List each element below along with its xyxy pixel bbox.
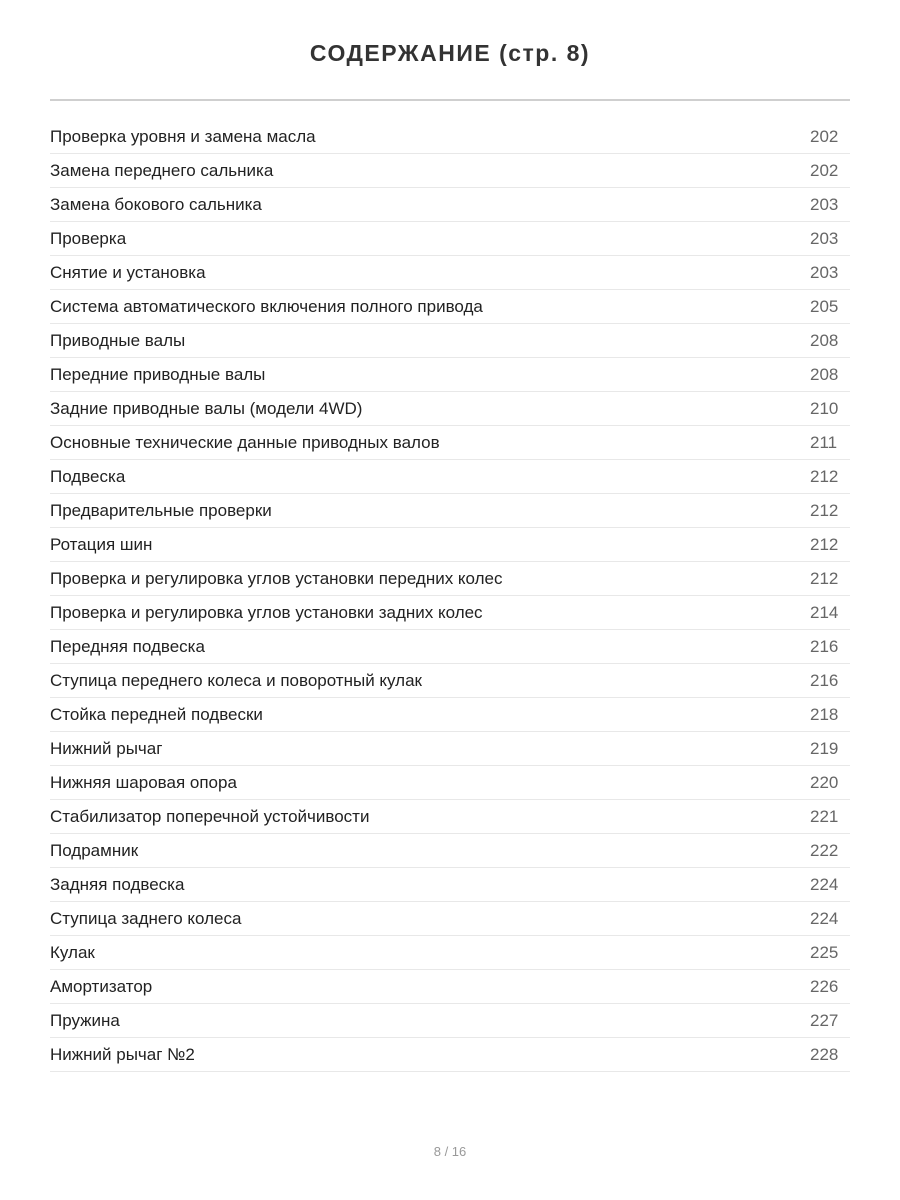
toc-entry-page: 219: [810, 738, 839, 758]
toc-entry-title: Основные технические данные приводных ва…: [50, 432, 440, 452]
toc-entry-page: 205: [810, 296, 839, 316]
toc-entry[interactable]: Пружина 227: [50, 1004, 850, 1038]
toc-entry[interactable]: Стойка передней подвески 218: [50, 698, 850, 732]
toc-entry-title: Система автоматического включения полног…: [50, 296, 483, 316]
toc-entry-page: 208: [810, 364, 839, 384]
toc-entry[interactable]: Подрамник 222: [50, 834, 850, 868]
toc-entry-title: Ротация шин: [50, 534, 153, 554]
toc-entry-title: Проверка уровня и замена масла: [50, 126, 316, 146]
toc-entry-page: 224: [810, 908, 839, 928]
toc-entry-title: Пружина: [50, 1010, 120, 1030]
toc-entry-title: Предварительные проверки: [50, 500, 272, 520]
toc-entry[interactable]: Ступица переднего колеса и поворотный ку…: [50, 664, 850, 698]
toc-entry-title: Стойка передней подвески: [50, 704, 263, 724]
toc-entry-page: 218: [810, 704, 839, 724]
toc-entry[interactable]: Замена бокового сальника 203: [50, 188, 850, 222]
toc-entry-title: Замена бокового сальника: [50, 194, 262, 214]
toc-entry-page: 212: [810, 534, 839, 554]
toc-entry-title: Нижняя шаровая опора: [50, 772, 237, 792]
toc-entry[interactable]: Снятие и установка 203: [50, 256, 850, 290]
toc-entry-page: 228: [810, 1044, 839, 1064]
toc-entry-page: 224: [810, 874, 839, 894]
toc-entry-page: 225: [810, 942, 839, 962]
toc-entry[interactable]: Передние приводные валы 208: [50, 358, 850, 392]
toc-entry-page: 203: [810, 194, 839, 214]
toc-entry-title: Снятие и установка: [50, 262, 206, 282]
toc-entry-title: Приводные валы: [50, 330, 186, 350]
toc-entry-title: Подрамник: [50, 840, 139, 860]
toc-entry[interactable]: Система автоматического включения полног…: [50, 290, 850, 324]
toc-entry-title: Амортизатор: [50, 976, 153, 996]
toc-entry[interactable]: Стабилизатор поперечной устойчивости 221: [50, 800, 850, 834]
toc-entry-page: 212: [810, 500, 839, 520]
toc-entry[interactable]: Задняя подвеска 224: [50, 868, 850, 902]
toc-entry-page: 208: [810, 330, 839, 350]
toc-entry-page: 203: [810, 228, 839, 248]
toc-entry-title: Нижний рычаг: [50, 738, 163, 758]
toc-entry-page: 211: [810, 432, 838, 452]
toc-entry-page: 226: [810, 976, 839, 996]
toc-entry-page: 227: [810, 1010, 839, 1030]
toc-entry-title: Проверка и регулировка углов установки п…: [50, 568, 503, 588]
table-of-contents: Проверка уровня и замена масла 202 Замена …: [50, 120, 850, 1072]
page-indicator: 8 / 16: [433, 1144, 467, 1159]
toc-entry-title: Нижний рычаг №2: [50, 1044, 195, 1064]
toc-entry-title: Подвеска: [50, 466, 126, 486]
toc-entry-page: 212: [810, 568, 839, 588]
toc-entry-title: Замена переднего сальника: [50, 160, 274, 180]
toc-entry[interactable]: Ступица заднего колеса 224: [50, 902, 850, 936]
toc-entry[interactable]: Замена переднего сальника 202: [50, 154, 850, 188]
toc-entry-title: Передняя подвеска: [50, 636, 205, 656]
toc-entry-title: Задние приводные валы (модели 4WD): [50, 398, 363, 418]
toc-entry[interactable]: Проверка и регулировка углов установки з…: [50, 596, 850, 630]
toc-entry-page: 220: [810, 772, 839, 792]
toc-entry[interactable]: Проверка 203: [50, 222, 850, 256]
toc-entry[interactable]: Нижний рычаг 219: [50, 732, 850, 766]
toc-entry-title: Стабилизатор поперечной устойчивости: [50, 806, 370, 826]
toc-entry[interactable]: Задние приводные валы (модели 4WD) 210: [50, 392, 850, 426]
toc-entry-page: 222: [810, 840, 839, 860]
toc-entry-page: 210: [810, 398, 839, 418]
toc-entry-page: 202: [810, 160, 839, 180]
toc-entry[interactable]: Проверка и регулировка углов установки п…: [50, 562, 850, 596]
toc-entry-title: Проверка и регулировка углов установки з…: [50, 602, 483, 622]
toc-entry-title: Ступица заднего колеса: [50, 908, 242, 928]
toc-entry-page: 221: [810, 806, 839, 826]
toc-entry[interactable]: Кулак 225: [50, 936, 850, 970]
toc-entry[interactable]: Приводные валы 208: [50, 324, 850, 358]
toc-entry-page: 202: [810, 126, 839, 146]
toc-entry[interactable]: Подвеска 212: [50, 460, 850, 494]
toc-entry-title: Задняя подвеска: [50, 874, 185, 894]
toc-entry[interactable]: Проверка уровня и замена масла 202: [50, 120, 850, 154]
toc-entry-title: Передние приводные валы: [50, 364, 266, 384]
toc-entry[interactable]: Нижний рычаг №2 228: [50, 1038, 850, 1072]
toc-entry[interactable]: Основные технические данные приводных ва…: [50, 426, 850, 460]
toc-entry-page: 216: [810, 636, 839, 656]
toc-entry[interactable]: Предварительные проверки 212: [50, 494, 850, 528]
toc-entry-page: 214: [810, 602, 839, 622]
toc-entry-page: 203: [810, 262, 839, 282]
toc-entry[interactable]: Ротация шин 212: [50, 528, 850, 562]
page-title: СОДЕРЖАНИЕ (стр. 8): [309, 40, 591, 66]
toc-entry[interactable]: Нижняя шаровая опора 220: [50, 766, 850, 800]
toc-entry-title: Кулак: [50, 942, 95, 962]
toc-entry[interactable]: Передняя подвеска 216: [50, 630, 850, 664]
title-divider: [50, 99, 850, 101]
toc-entry-page: 216: [810, 670, 839, 690]
toc-entry-title: Ступица переднего колеса и поворотный ку…: [50, 670, 422, 690]
toc-entry-page: 212: [810, 466, 839, 486]
toc-entry[interactable]: Амортизатор 226: [50, 970, 850, 1004]
toc-entry-title: Проверка: [50, 228, 127, 248]
